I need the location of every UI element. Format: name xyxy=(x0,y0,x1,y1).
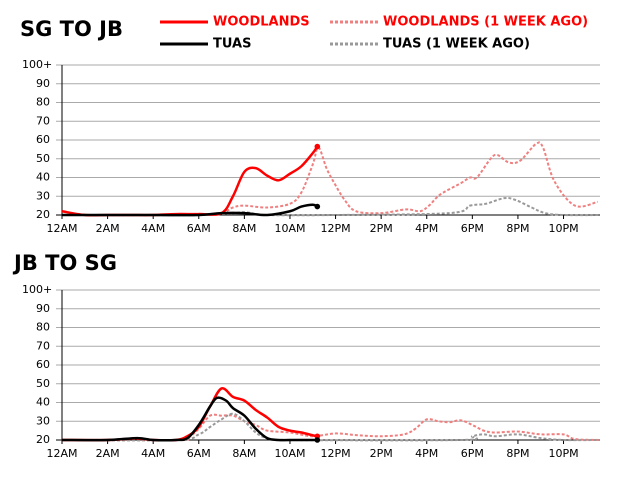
legend-label: TUAS (1 WEEK AGO) xyxy=(383,37,530,52)
x-tick-label: 2AM xyxy=(96,447,120,460)
x-tick-label: 6AM xyxy=(187,222,211,235)
x-tick-label: 4PM xyxy=(415,222,438,235)
end-point xyxy=(314,203,321,210)
x-tick-label: 4AM xyxy=(141,222,165,235)
x-tick-label: 12PM xyxy=(320,222,350,235)
y-tick-label: 50 xyxy=(36,377,50,390)
end-point xyxy=(314,437,321,443)
x-tick-label: 8PM xyxy=(506,222,529,235)
y-tick-label: 20 xyxy=(36,208,50,221)
line xyxy=(61,196,601,217)
y-tick-label: 100+ xyxy=(22,58,52,71)
y-tick-label: 30 xyxy=(36,189,50,202)
y-tick-label: 60 xyxy=(36,358,50,371)
end-point xyxy=(314,143,321,150)
x-tick-label: 8PM xyxy=(506,447,529,460)
y-tick-label: 90 xyxy=(36,77,50,90)
x-tick-label: 12PM xyxy=(320,447,350,460)
y-tick-label: 40 xyxy=(36,171,50,184)
line xyxy=(61,396,318,442)
x-tick-label: 12AM xyxy=(46,222,77,235)
legend-label: WOODLANDS xyxy=(213,15,310,30)
line xyxy=(61,387,318,442)
y-tick-label: 40 xyxy=(36,396,50,409)
y-tick-label: 90 xyxy=(36,302,50,315)
x-tick-label: 6AM xyxy=(187,447,211,460)
x-tick-label: 2PM xyxy=(370,222,393,235)
x-tick-label: 2AM xyxy=(96,222,120,235)
x-tick-label: 6PM xyxy=(461,222,484,235)
y-tick-label: 70 xyxy=(36,339,50,352)
y-tick-label: 50 xyxy=(36,152,50,165)
y-tick-label: 60 xyxy=(36,133,50,146)
chart-title: JB TO SG xyxy=(12,251,117,275)
x-tick-label: 6PM xyxy=(461,447,484,460)
line xyxy=(61,145,319,217)
y-tick-label: 100+ xyxy=(22,283,52,296)
y-tick-label: 70 xyxy=(36,114,50,127)
x-tick-label: 10AM xyxy=(274,447,305,460)
line xyxy=(61,412,601,442)
chart-title: SG TO JB xyxy=(20,17,123,41)
x-tick-label: 4AM xyxy=(141,447,165,460)
line xyxy=(62,141,598,217)
x-tick-label: 2PM xyxy=(370,447,393,460)
y-tick-label: 30 xyxy=(36,414,50,427)
legend-label: TUAS xyxy=(213,37,251,52)
x-tick-label: 4PM xyxy=(415,447,438,460)
x-tick-label: 12AM xyxy=(46,447,77,460)
line xyxy=(62,203,318,217)
x-tick-label: 8AM xyxy=(232,222,256,235)
y-tick-label: 80 xyxy=(36,321,50,334)
y-tick-label: 20 xyxy=(36,433,50,446)
x-tick-label: 10PM xyxy=(548,222,578,235)
x-tick-label: 10PM xyxy=(548,447,578,460)
y-tick-label: 80 xyxy=(36,96,50,109)
line xyxy=(61,413,601,442)
x-tick-label: 8AM xyxy=(232,447,256,460)
x-tick-label: 10AM xyxy=(274,222,305,235)
legend-label: WOODLANDS (1 WEEK AGO) xyxy=(383,15,588,30)
